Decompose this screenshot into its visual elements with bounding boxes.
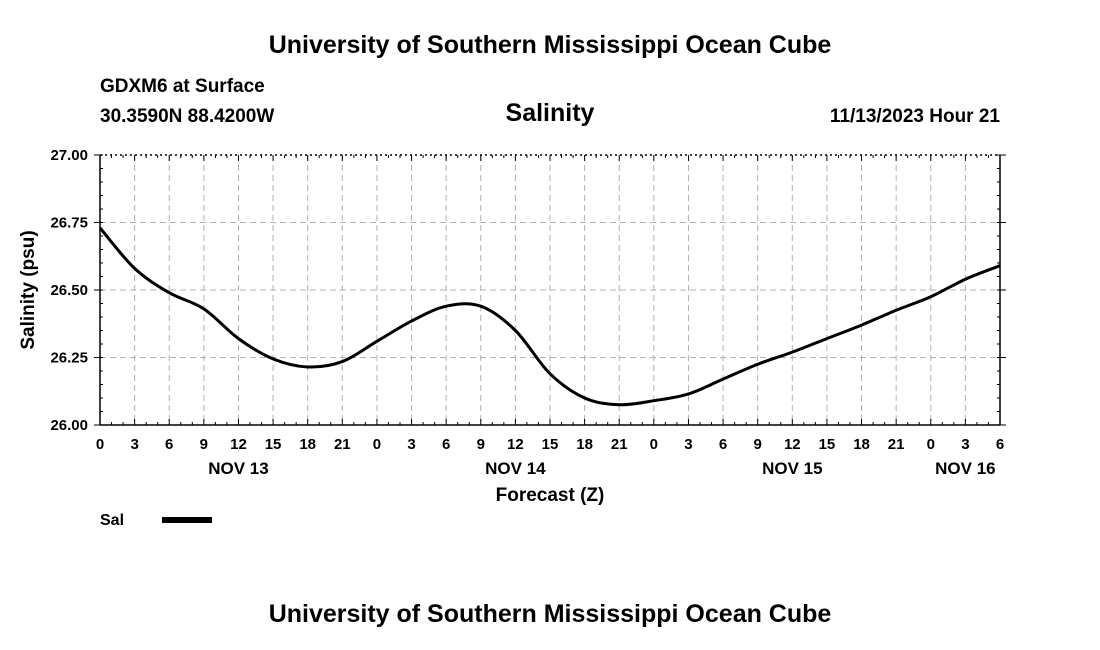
y-tick-label: 26.75 bbox=[50, 215, 88, 232]
x-tick-label: 9 bbox=[477, 436, 485, 453]
coordinates-label: 30.3590N 88.4200W bbox=[100, 106, 275, 127]
x-tick-label: 6 bbox=[996, 436, 1004, 453]
x-tick-label: 15 bbox=[265, 436, 282, 453]
x-tick-label: 3 bbox=[130, 436, 138, 453]
x-tick-label: 0 bbox=[927, 436, 935, 453]
x-tick-label: 0 bbox=[96, 436, 104, 453]
x-tick-label: 9 bbox=[754, 436, 762, 453]
x-tick-label: 3 bbox=[961, 436, 969, 453]
x-tick-label: 9 bbox=[200, 436, 208, 453]
series-line-sal bbox=[98, 226, 1001, 407]
x-tick-label: 18 bbox=[299, 436, 316, 453]
x-tick-label: 18 bbox=[576, 436, 593, 453]
y-tick-label: 26.50 bbox=[50, 282, 88, 299]
y-tick-label: 26.25 bbox=[50, 350, 88, 367]
date-label: NOV 13 bbox=[208, 459, 268, 478]
x-tick-label: 18 bbox=[853, 436, 870, 453]
x-tick-label: 21 bbox=[334, 436, 351, 453]
x-tick-label: 12 bbox=[507, 436, 524, 453]
y-tick-label: 27.00 bbox=[50, 147, 88, 164]
page-title: University of Southern Mississippi Ocean… bbox=[268, 31, 832, 59]
x-tick-label: 15 bbox=[819, 436, 836, 453]
x-tick-label: 0 bbox=[373, 436, 381, 453]
footer-title: University of Southern Mississippi Ocean… bbox=[268, 600, 832, 628]
date-label: NOV 14 bbox=[485, 459, 546, 478]
datetime-label: 11/13/2023 Hour 21 bbox=[829, 106, 1000, 127]
x-tick-label: 6 bbox=[442, 436, 450, 453]
x-tick-label: 6 bbox=[719, 436, 727, 453]
x-tick-label: 6 bbox=[165, 436, 173, 453]
y-axis-label: Salinity (psu) bbox=[18, 230, 39, 349]
date-label: NOV 16 bbox=[935, 459, 995, 478]
x-tick-label: 21 bbox=[611, 436, 628, 453]
x-tick-label: 0 bbox=[650, 436, 658, 453]
date-label: NOV 15 bbox=[762, 459, 822, 478]
x-tick-label: 3 bbox=[407, 436, 415, 453]
station-label: GDXM6 at Surface bbox=[100, 76, 265, 97]
x-tick-label: 3 bbox=[684, 436, 692, 453]
x-tick-label: 12 bbox=[230, 436, 247, 453]
chart-title: Salinity bbox=[505, 99, 595, 127]
x-tick-label: 12 bbox=[784, 436, 801, 453]
y-tick-label: 26.00 bbox=[50, 417, 88, 434]
x-axis-label: Forecast (Z) bbox=[496, 485, 605, 506]
legend-label: Sal bbox=[100, 512, 124, 529]
x-tick-label: 21 bbox=[888, 436, 905, 453]
x-tick-label: 15 bbox=[542, 436, 559, 453]
